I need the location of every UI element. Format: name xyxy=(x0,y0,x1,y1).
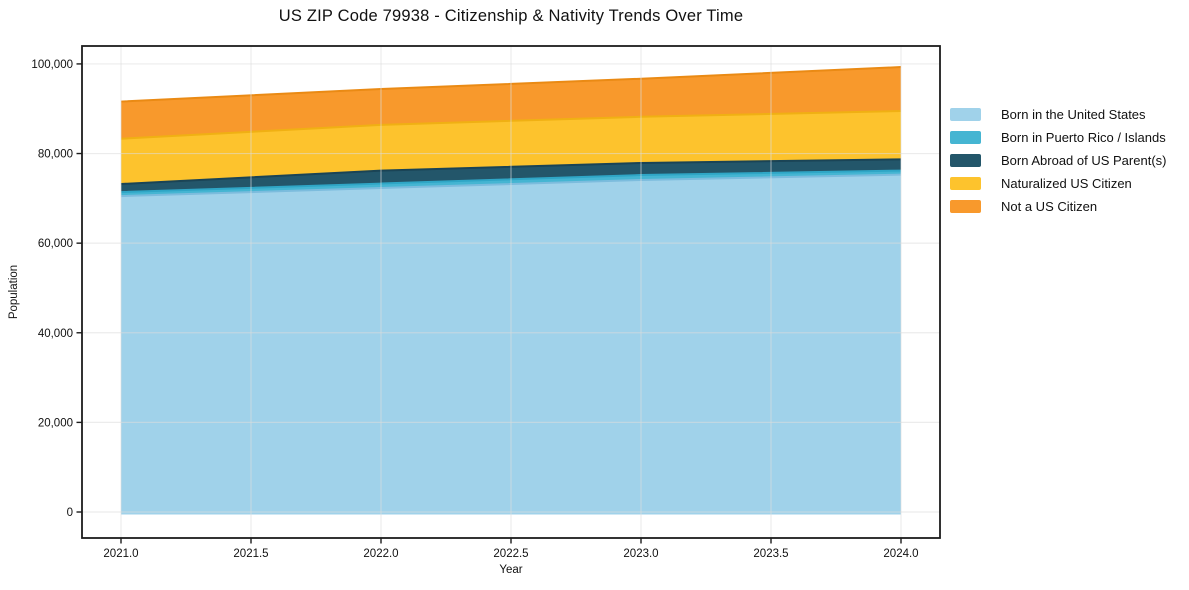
legend-item: Born in the United States xyxy=(950,107,1166,122)
y-tick-label: 60,000 xyxy=(38,238,73,250)
x-tick-label: 2023.5 xyxy=(753,548,788,560)
y-tick-label: 0 xyxy=(67,507,73,519)
legend-label: Born Abroad of US Parent(s) xyxy=(1001,153,1167,168)
chart-title: US ZIP Code 79938 - Citizenship & Nativi… xyxy=(278,7,744,25)
legend-label: Not a US Citizen xyxy=(1001,199,1098,214)
y-tick-label: 40,000 xyxy=(38,328,73,340)
legend-swatch xyxy=(950,108,981,121)
y-tick-label: 100,000 xyxy=(31,59,73,71)
x-tick-label: 2021.0 xyxy=(103,548,138,560)
legend-swatch xyxy=(950,154,981,167)
x-axis-label: Year xyxy=(499,564,523,576)
legend-item: Not a US Citizen xyxy=(950,199,1166,214)
legend-swatch xyxy=(950,131,981,144)
legend-swatch xyxy=(950,177,981,190)
legend-item: Born in Puerto Rico / Islands xyxy=(950,130,1166,145)
x-tick-label: 2023.0 xyxy=(623,548,658,560)
x-tick-label: 2022.5 xyxy=(493,548,528,560)
legend-swatch xyxy=(950,200,981,213)
legend-item: Born Abroad of US Parent(s) xyxy=(950,153,1166,168)
x-tick-label: 2022.0 xyxy=(363,548,398,560)
legend-label: Naturalized US Citizen xyxy=(1001,176,1132,191)
legend-item: Naturalized US Citizen xyxy=(950,176,1166,191)
legend-label: Born in Puerto Rico / Islands xyxy=(1001,130,1166,145)
x-tick-label: 2024.0 xyxy=(883,548,918,560)
x-tick-label: 2021.5 xyxy=(233,548,268,560)
y-tick-label: 80,000 xyxy=(38,149,73,161)
legend: Born in the United States Born in Puerto … xyxy=(950,107,1166,214)
y-tick-label: 20,000 xyxy=(38,417,73,429)
legend-label: Born in the United States xyxy=(1001,107,1146,122)
